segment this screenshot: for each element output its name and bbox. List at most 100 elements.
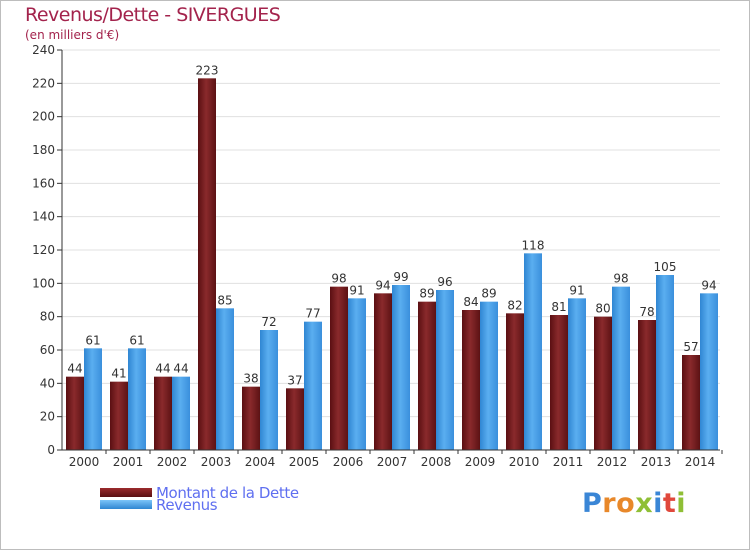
logo-letter: t [662, 488, 677, 519]
bar-dette [330, 286, 348, 450]
x-tick-label: 2002 [157, 455, 188, 469]
data-label-dette: 57 [683, 340, 698, 354]
bar-revenus [216, 308, 234, 450]
logo-letter: x [635, 488, 654, 519]
logo-letter: i [653, 488, 663, 519]
bar-dette [286, 388, 304, 450]
data-label-revenus: 118 [522, 238, 545, 252]
bar-revenus [656, 275, 674, 450]
data-label-revenus: 98 [613, 272, 628, 286]
y-tick-label: 60 [40, 343, 55, 357]
bar-dette [154, 376, 172, 450]
y-tick-label: 120 [32, 243, 55, 257]
y-tick-label: 20 [40, 410, 55, 424]
data-label-dette: 98 [331, 272, 346, 286]
data-label-revenus: 77 [305, 307, 320, 321]
data-label-dette: 81 [551, 300, 566, 314]
x-tick-label: 2014 [685, 455, 716, 469]
data-label-revenus: 44 [173, 362, 188, 376]
bar-dette [242, 386, 260, 450]
proxiti-logo: Proxiti [582, 488, 686, 519]
bar-revenus [612, 286, 630, 450]
data-label-revenus: 61 [85, 333, 100, 347]
bar-dette [66, 376, 84, 450]
y-tick-label: 0 [47, 443, 55, 457]
legend-swatch-revenus [100, 500, 152, 509]
bar-revenus [84, 348, 102, 450]
data-label-revenus: 72 [261, 315, 276, 329]
y-tick-label: 180 [32, 143, 55, 157]
bar-revenus [304, 321, 322, 450]
data-label-revenus: 91 [569, 283, 584, 297]
bar-dette [418, 301, 436, 450]
data-label-revenus: 105 [654, 260, 677, 274]
bar-revenus [436, 290, 454, 450]
data-label-revenus: 91 [349, 283, 364, 297]
x-tick-label: 2006 [333, 455, 364, 469]
legend-swatch-debt [100, 488, 152, 497]
y-tick-label: 160 [32, 176, 55, 190]
data-label-dette: 82 [507, 298, 522, 312]
data-label-revenus: 94 [701, 278, 716, 292]
data-label-dette: 89 [419, 287, 434, 301]
data-label-revenus: 96 [437, 275, 452, 289]
bar-dette [638, 320, 656, 450]
data-label-dette: 94 [375, 278, 390, 292]
bar-dette [682, 355, 700, 450]
x-tick-label: 2008 [421, 455, 452, 469]
x-tick-label: 2009 [465, 455, 496, 469]
data-label-revenus: 89 [481, 287, 496, 301]
bar-revenus [260, 330, 278, 450]
bar-dette [550, 315, 568, 450]
data-label-dette: 44 [155, 362, 170, 376]
bar-revenus [128, 348, 146, 450]
data-label-dette: 44 [67, 362, 82, 376]
axis-layer: 0 20 40 60 80 100 120 140 160 180 200 220 240 2000 200… [32, 43, 723, 469]
bar-revenus [348, 298, 366, 450]
bars-layer [66, 78, 718, 450]
y-tick-label: 100 [32, 276, 55, 290]
bar-dette [374, 293, 392, 450]
y-tick-label: 80 [40, 310, 55, 324]
legend-label-revenus: Revenus [156, 496, 218, 514]
y-tick-label: 140 [32, 210, 55, 224]
bar-dette [110, 381, 128, 450]
bar-revenus [392, 285, 410, 450]
x-tick-label: 2000 [69, 455, 100, 469]
data-label-revenus: 61 [129, 333, 144, 347]
x-tick-label: 2012 [597, 455, 628, 469]
chart-subtitle: (en milliers d'€) [25, 28, 120, 42]
bar-revenus [172, 376, 190, 450]
data-label-dette: 223 [196, 63, 219, 77]
logo-letter: o [616, 488, 636, 519]
x-tick-label: 2011 [553, 455, 584, 469]
x-tick-label: 2010 [509, 455, 540, 469]
y-tick-label: 200 [32, 110, 55, 124]
bar-revenus [524, 253, 542, 450]
logo-letter: r [602, 488, 617, 519]
x-tick-label: 2013 [641, 455, 672, 469]
bar-revenus [568, 298, 586, 450]
bar-revenus [480, 301, 498, 450]
bar-revenus [700, 293, 718, 450]
data-label-dette: 84 [463, 295, 478, 309]
y-tick-label: 220 [32, 76, 55, 90]
logo-letter: i [676, 488, 687, 519]
chart-title: Revenus/Dette - SIVERGUES [25, 4, 281, 26]
data-label-dette: 78 [639, 305, 654, 319]
x-tick-label: 2004 [245, 455, 276, 469]
x-tick-label: 2005 [289, 455, 320, 469]
data-label-dette: 41 [111, 367, 126, 381]
data-label-revenus: 99 [393, 270, 408, 284]
y-tick-label: 40 [40, 376, 55, 390]
data-label-dette: 80 [595, 302, 610, 316]
bar-dette [506, 313, 524, 450]
legend-label-debt: Montant de la Dette [156, 484, 299, 502]
x-tick-label: 2003 [201, 455, 232, 469]
logo-letter: P [582, 488, 603, 519]
x-tick-label: 2001 [113, 455, 144, 469]
bar-dette [462, 310, 480, 450]
